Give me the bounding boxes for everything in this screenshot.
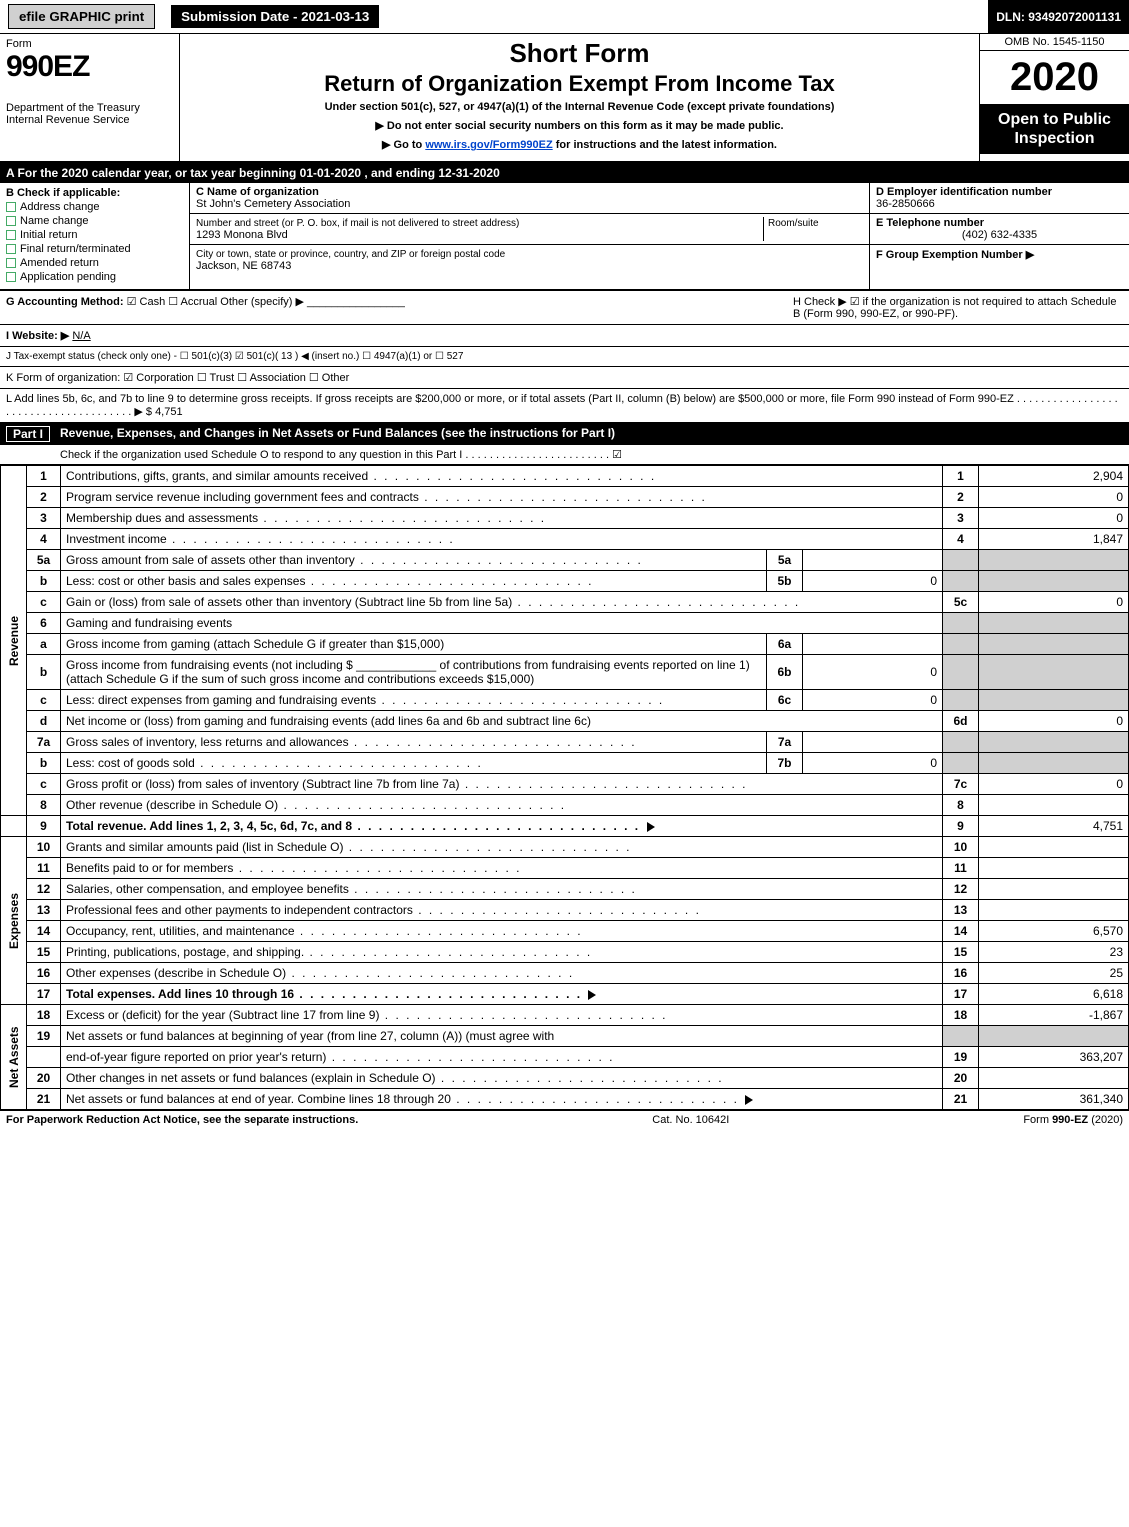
row-g-options: ☑ Cash ☐ Accrual Other (specify) ▶ bbox=[127, 296, 304, 308]
room-label: Room/suite bbox=[768, 218, 819, 229]
city-label: City or town, state or province, country… bbox=[196, 249, 505, 260]
form-header: Form 990EZ Department of the Treasury In… bbox=[0, 34, 1129, 163]
org-city: Jackson, NE 68743 bbox=[196, 260, 291, 272]
footer-form-ref: Form 990-EZ (2020) bbox=[1023, 1114, 1123, 1126]
line-3-amount: 0 bbox=[979, 508, 1129, 529]
line-4-amount: 1,847 bbox=[979, 529, 1129, 550]
footer-cat-no: Cat. No. 10642I bbox=[652, 1114, 729, 1126]
line-15-amount: 23 bbox=[979, 942, 1129, 963]
arrow-icon bbox=[588, 990, 596, 1000]
org-info-block: B Check if applicable: Address change Na… bbox=[0, 183, 1129, 291]
org-address: 1293 Monona Blvd bbox=[196, 229, 288, 241]
row-g-h: G Accounting Method: ☑ Cash ☐ Accrual Ot… bbox=[0, 291, 1129, 325]
line-19-amount: 363,207 bbox=[979, 1047, 1129, 1068]
addr-label: Number and street (or P. O. box, if mail… bbox=[196, 218, 519, 229]
line-6b-amount: 0 bbox=[803, 655, 943, 690]
form-number: 990EZ bbox=[6, 50, 173, 84]
row-a-tax-year: A For the 2020 calendar year, or tax yea… bbox=[0, 163, 1129, 183]
goto-line: ▶ Go to www.irs.gov/Form990EZ for instru… bbox=[186, 138, 973, 151]
row-j: J Tax-exempt status (check only one) - ☐… bbox=[0, 347, 1129, 367]
row-h: H Check ▶ ☑ if the organization is not r… bbox=[793, 295, 1123, 320]
row-l: L Add lines 5b, 6c, and 7b to line 9 to … bbox=[0, 389, 1129, 423]
checkbox-name-change[interactable] bbox=[6, 216, 16, 226]
box-f-label: F Group Exemption Number ▶ bbox=[876, 249, 1034, 261]
top-bar: efile GRAPHIC print Submission Date - 20… bbox=[0, 0, 1129, 34]
gross-receipts-value: 4,751 bbox=[155, 406, 183, 418]
footer-paperwork: For Paperwork Reduction Act Notice, see … bbox=[6, 1114, 358, 1126]
line-5b-amount: 0 bbox=[803, 571, 943, 592]
line-1-amount: 2,904 bbox=[979, 466, 1129, 487]
row-k: K Form of organization: ☑ Corporation ☐ … bbox=[0, 367, 1129, 389]
section-revenue: Revenue bbox=[1, 466, 27, 816]
arrow-icon bbox=[745, 1095, 753, 1105]
submission-date-button[interactable]: Submission Date - 2021-03-13 bbox=[171, 5, 379, 28]
box-b: B Check if applicable: Address change Na… bbox=[0, 183, 190, 289]
box-c: C Name of organization St John's Cemeter… bbox=[190, 183, 869, 289]
title-return: Return of Organization Exempt From Incom… bbox=[186, 71, 973, 97]
line-6d-amount: 0 bbox=[979, 711, 1129, 732]
section-expenses: Expenses bbox=[1, 837, 27, 1005]
box-c-label: C Name of organization bbox=[196, 186, 319, 198]
omb-number: OMB No. 1545-1150 bbox=[980, 34, 1129, 51]
part-1-title: Revenue, Expenses, and Changes in Net As… bbox=[60, 426, 615, 442]
line-2-amount: 0 bbox=[979, 487, 1129, 508]
line-5c-amount: 0 bbox=[979, 592, 1129, 613]
row-g-label: G Accounting Method: bbox=[6, 296, 124, 308]
form-word: Form bbox=[6, 38, 173, 50]
warning-ssn: ▶ Do not enter social security numbers o… bbox=[186, 119, 973, 132]
line-7b-amount: 0 bbox=[803, 753, 943, 774]
row-i: I Website: ▶ N/A bbox=[0, 325, 1129, 347]
section-net-assets: Net Assets bbox=[1, 1005, 27, 1110]
part-1-header: Part I Revenue, Expenses, and Changes in… bbox=[0, 423, 1129, 445]
line-7c-amount: 0 bbox=[979, 774, 1129, 795]
part-1-table: Revenue 1 Contributions, gifts, grants, … bbox=[0, 465, 1129, 1110]
line-21-amount: 361,340 bbox=[979, 1089, 1129, 1110]
tax-year: 2020 bbox=[980, 51, 1129, 104]
dept-irs: Internal Revenue Service bbox=[6, 114, 173, 126]
dln-label: DLN: 93492072001131 bbox=[988, 0, 1129, 33]
checkbox-address-change[interactable] bbox=[6, 202, 16, 212]
title-short-form: Short Form bbox=[186, 38, 973, 69]
checkbox-initial-return[interactable] bbox=[6, 230, 16, 240]
part-1-label: Part I bbox=[6, 426, 50, 442]
box-e-label: E Telephone number bbox=[876, 217, 984, 229]
org-name: St John's Cemetery Association bbox=[196, 198, 350, 210]
box-d-label: D Employer identification number bbox=[876, 186, 1052, 198]
phone-value: (402) 632-4335 bbox=[876, 229, 1123, 241]
line-18-amount: -1,867 bbox=[979, 1005, 1129, 1026]
line-14-amount: 6,570 bbox=[979, 921, 1129, 942]
page-footer: For Paperwork Reduction Act Notice, see … bbox=[0, 1110, 1129, 1129]
line-9-total-revenue: 4,751 bbox=[979, 816, 1129, 837]
line-17-total-expenses: 6,618 bbox=[979, 984, 1129, 1005]
checkbox-application-pending[interactable] bbox=[6, 272, 16, 282]
website-value: N/A bbox=[72, 330, 90, 342]
subtitle-under-section: Under section 501(c), 527, or 4947(a)(1)… bbox=[186, 101, 973, 113]
dept-treasury: Department of the Treasury bbox=[6, 102, 173, 114]
part-1-check-line: Check if the organization used Schedule … bbox=[0, 445, 1129, 465]
ein-value: 36-2850666 bbox=[876, 198, 935, 210]
open-inspection: Open to Public Inspection bbox=[980, 104, 1129, 154]
checkbox-amended-return[interactable] bbox=[6, 258, 16, 268]
line-16-amount: 25 bbox=[979, 963, 1129, 984]
efile-print-button[interactable]: efile GRAPHIC print bbox=[8, 4, 155, 29]
irs-link[interactable]: www.irs.gov/Form990EZ bbox=[425, 139, 552, 151]
checkbox-final-return[interactable] bbox=[6, 244, 16, 254]
arrow-icon bbox=[647, 822, 655, 832]
line-6c-amount: 0 bbox=[803, 690, 943, 711]
box-b-title: B Check if applicable: bbox=[6, 187, 183, 199]
